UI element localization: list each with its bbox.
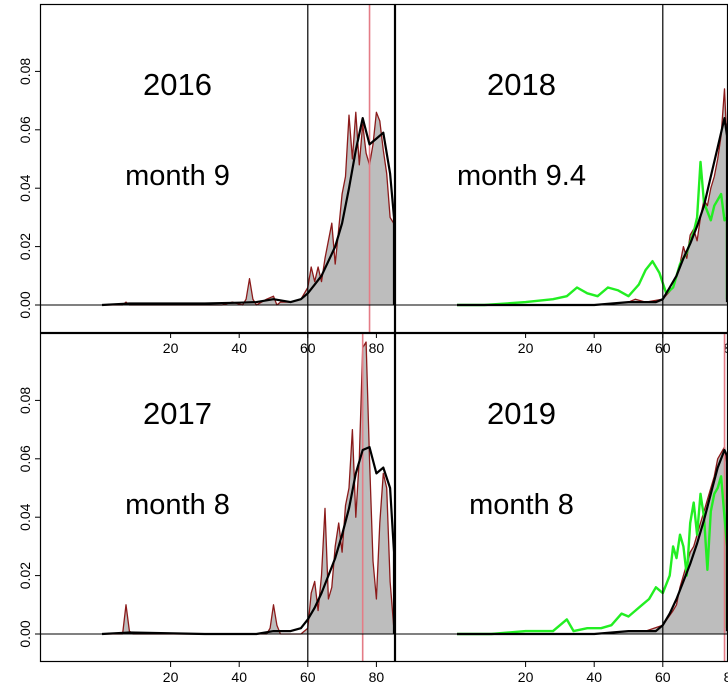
x-tick-label: 40: [231, 340, 247, 356]
x-tick-label: 60: [655, 669, 671, 685]
x-tick-label: 60: [300, 669, 316, 685]
month-label: month 8: [125, 489, 230, 521]
x-tick-label: 40: [231, 669, 247, 685]
panel-2018: 204060802018month 9.4: [394, 3, 728, 356]
x-tick-label: 80: [369, 669, 385, 685]
x-tick-label: 40: [586, 669, 602, 685]
histogram-area: [457, 447, 727, 634]
year-label: 2019: [487, 396, 556, 431]
histogram-area: [457, 88, 727, 306]
y-tick-label: 0.08: [17, 387, 33, 414]
year-label: 2016: [143, 67, 212, 102]
histogram-outline: [102, 341, 395, 635]
x-tick-label: 20: [163, 340, 179, 356]
x-tick-label: 80: [369, 340, 385, 356]
year-label: 2017: [143, 396, 212, 431]
y-tick-label: 0.06: [17, 116, 33, 143]
x-tick-label: 80: [724, 340, 728, 356]
x-tick-label: 20: [163, 669, 179, 685]
y-tick-label: 0.06: [17, 445, 33, 472]
x-tick-label: 80: [724, 669, 728, 685]
x-tick-label: 20: [518, 669, 534, 685]
panel-frame: [39, 332, 396, 663]
y-tick-label: 0.02: [17, 233, 33, 260]
month-label: month 8: [469, 489, 574, 521]
smoothed-density-line: [101, 117, 395, 307]
y-tick-label: 0.00: [17, 620, 33, 647]
histogram-area: [102, 342, 394, 634]
month-label: month 9: [125, 160, 230, 192]
histogram-area: [102, 112, 394, 305]
x-tick-label: 40: [586, 340, 602, 356]
panel-2019: 20 40 60 80 2019 month 8: [394, 332, 728, 685]
x-tick-label: 20: [518, 340, 534, 356]
y-tick-label: 0.08: [17, 58, 33, 85]
y-tick-label: 0.04: [17, 503, 33, 530]
y-tick-label: 0.00: [17, 291, 33, 318]
month-label: month 9.4: [457, 160, 586, 192]
panel-frame: [39, 3, 396, 334]
y-tick-label: 0.04: [17, 174, 33, 201]
histogram-outline: [102, 111, 395, 306]
year-label: 2018: [487, 67, 556, 102]
panel-2017: 20 40 60 80 0.00 0.02 0.04 0.06 0.08 2017 month 8: [17, 332, 396, 685]
data-marks: [101, 4, 395, 333]
y-tick-label: 0.02: [17, 562, 33, 589]
